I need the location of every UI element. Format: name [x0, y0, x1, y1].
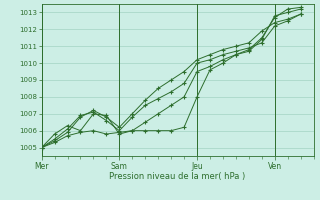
X-axis label: Pression niveau de la mer( hPa ): Pression niveau de la mer( hPa ) [109, 172, 246, 181]
